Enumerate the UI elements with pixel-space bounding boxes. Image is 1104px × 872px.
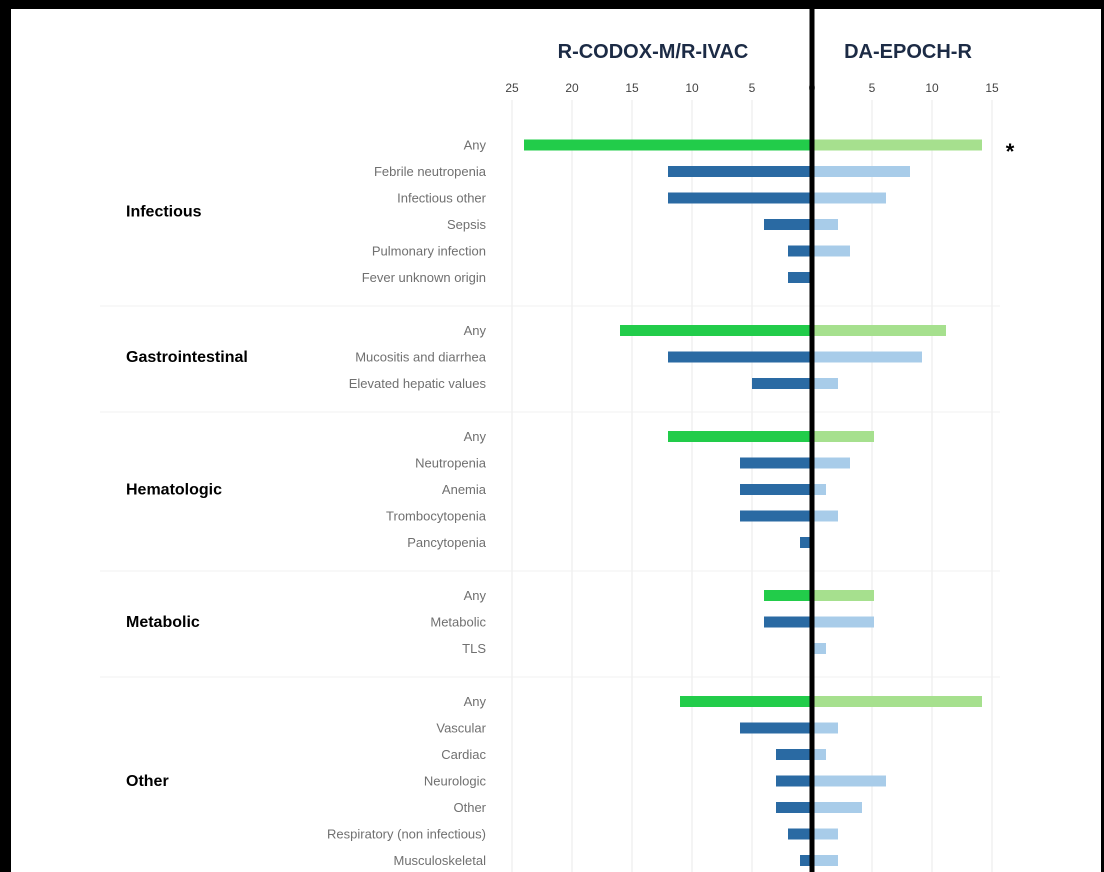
row-label: Respiratory (non infectious): [327, 827, 486, 842]
bar-left: [668, 192, 812, 204]
group-label: Metabolic: [126, 614, 200, 631]
bar-right: [814, 616, 874, 628]
right-tick-label: 15: [985, 81, 999, 95]
row-label: Pulmonary infection: [372, 244, 486, 259]
row-label: Infectious other: [397, 191, 487, 206]
row-label: Mucositis and diarrhea: [355, 350, 487, 365]
right-panel-title: DA-EPOCH-R: [844, 41, 972, 63]
bar-left: [620, 325, 812, 336]
left-panel-title: R-CODOX-M/R-IVAC: [558, 41, 749, 63]
row-label: Sepsis: [447, 217, 487, 232]
group-separators: [100, 305, 1000, 678]
row-label: Other: [453, 800, 486, 815]
left-tick-label: 15: [625, 81, 639, 95]
right-tick-label: 5: [869, 81, 876, 95]
bar-left: [764, 616, 812, 628]
bar-left: [788, 272, 812, 283]
row-label: Any: [464, 694, 487, 709]
left-tick-label: 10: [685, 81, 699, 95]
bar-right: [814, 431, 874, 442]
bar-right: [814, 378, 838, 389]
bar-right: [814, 510, 838, 522]
row-label: TLS: [462, 641, 486, 656]
bar-right: [814, 484, 826, 495]
bar-right: [814, 749, 826, 760]
bar-left: [740, 722, 812, 734]
group-label: Gastrointestinal: [126, 349, 248, 366]
row-label: Neurologic: [424, 774, 487, 789]
bar-left: [752, 378, 812, 389]
row-label: Metabolic: [430, 615, 486, 630]
left-tick-label: 5: [749, 81, 756, 95]
bar-left: [740, 457, 812, 469]
bar-left: [668, 351, 812, 363]
group-label: Hematologic: [126, 482, 222, 499]
bar-left: [524, 139, 812, 151]
bar-right: [814, 802, 862, 813]
bar-right: [814, 192, 886, 204]
bar-left: [788, 245, 812, 257]
row-label: Musculoskeletal: [394, 853, 487, 868]
bar-right: [814, 643, 826, 654]
bar-left: [764, 219, 812, 230]
bar-left: [788, 828, 812, 840]
bar-right: [814, 166, 910, 177]
bar-right: [814, 351, 922, 363]
bar-right: [814, 855, 838, 866]
row-label: Pancytopenia: [407, 535, 487, 550]
row-label: Any: [464, 323, 487, 338]
group-label: Infectious: [126, 203, 202, 220]
bar-right: [814, 139, 982, 151]
left-tick-label: 20: [565, 81, 579, 95]
left-tick-label: 25: [505, 81, 519, 95]
row-label: Any: [464, 138, 487, 153]
row-label: Trombocytopenia: [386, 509, 487, 524]
bar-right: [814, 457, 850, 469]
bar-right: [814, 219, 838, 230]
axis-ticks: 252015105051015: [505, 81, 999, 95]
bar-left: [668, 431, 812, 442]
right-tick-label: 10: [925, 81, 939, 95]
bar-left: [800, 537, 812, 548]
row-label: Anemia: [442, 482, 487, 497]
bar-right: [814, 828, 838, 840]
bar-left: [800, 855, 812, 866]
row-label: Febrile neutropenia: [374, 164, 487, 179]
bar-left: [680, 696, 812, 707]
bar-right: [814, 722, 838, 734]
row-label: Vascular: [436, 721, 486, 736]
bar-left: [776, 802, 812, 813]
bar-left: [668, 166, 812, 177]
row-label: Any: [464, 588, 487, 603]
row-label: Neutropenia: [415, 456, 487, 471]
bar-left: [740, 484, 812, 495]
row-label: Elevated hepatic values: [349, 376, 487, 391]
row-label: Fever unknown origin: [362, 270, 486, 285]
bar-left: [740, 510, 812, 522]
bar-right: [814, 590, 874, 601]
row-label: Cardiac: [441, 747, 486, 762]
bars: [524, 139, 982, 866]
bar-right: [814, 245, 850, 257]
bar-right: [814, 775, 886, 787]
bar-left: [764, 590, 812, 601]
row-label: Any: [464, 429, 487, 444]
bar-right: [814, 696, 982, 707]
row-labels: Any * Febrile neutropenia Infectious other S…: [126, 138, 1015, 869]
significance-marker: *: [1006, 139, 1015, 164]
group-label: Other: [126, 773, 169, 790]
bar-left: [776, 775, 812, 787]
bar-left: [776, 749, 812, 760]
bar-right: [814, 325, 946, 336]
